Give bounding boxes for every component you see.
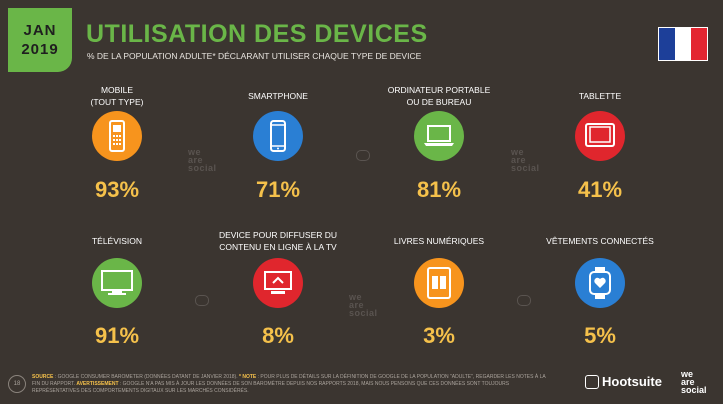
- device-value: 93%: [94, 177, 140, 202]
- device-label: DEVICE POUR DIFFUSER DU CONTENU EN LIGNE …: [203, 229, 353, 253]
- we-are-social-logo: we are social: [681, 369, 707, 395]
- television-icon: [92, 258, 142, 308]
- device-label-line: OU DE BUREAU: [406, 97, 472, 107]
- device-tile: TÉLÉVISION 91%: [42, 0, 192, 404]
- device-value: 3%: [423, 323, 455, 348]
- owl-watermark-icon: [517, 295, 531, 306]
- streaming-device-icon: [253, 258, 303, 308]
- device-value: 8%: [262, 323, 294, 348]
- device-label: ORDINATEUR PORTABLE OU DE BUREAU: [364, 84, 514, 108]
- device-label-line: TÉLÉVISION: [91, 236, 143, 246]
- device-label-line: VÊTEMENTS CONNECTÉS: [546, 236, 654, 246]
- device-tile: SMARTPHONE 71%: [203, 0, 353, 404]
- device-tile: DEVICE POUR DIFFUSER DU CONTENU EN LIGNE …: [203, 0, 353, 404]
- date-year: 2019: [21, 41, 59, 58]
- smartphone-icon: [253, 111, 303, 161]
- device-label-line: DEVICE POUR DIFFUSER DU: [218, 230, 338, 240]
- page-number: 18: [8, 375, 26, 393]
- watermark-we-are-social: we are social: [349, 292, 378, 318]
- device-label: SMARTPHONE: [203, 90, 353, 102]
- watermark-we-are-social: we are social: [188, 147, 217, 173]
- device-label-line: TABLETTE: [578, 91, 622, 101]
- device-value: 5%: [584, 323, 616, 348]
- device-value: 71%: [255, 177, 301, 202]
- device-value: 41%: [577, 177, 623, 202]
- ebook-icon: [414, 258, 464, 308]
- device-label-line: LIVRES NUMÉRIQUES: [393, 236, 485, 246]
- device-value: 81%: [416, 177, 462, 202]
- owl-watermark-icon: [195, 295, 209, 306]
- device-tile: MOBILE (TOUT TYPE) 93%: [42, 0, 192, 404]
- device-tile: ORDINATEUR PORTABLE OU DE BUREAU 81%: [364, 0, 514, 404]
- device-label: TÉLÉVISION: [42, 235, 192, 247]
- device-value: 91%: [94, 323, 140, 348]
- watermark-we-are-social: we are social: [511, 147, 540, 173]
- device-label: TABLETTE: [525, 90, 675, 102]
- page-title: UTILISATION DES DEVICES: [86, 20, 428, 48]
- device-tile: VÊTEMENTS CONNECTÉS 5%: [525, 0, 675, 404]
- footer-notes: SOURCE : GOOGLE CONSUMER BAROMETER (DONN…: [32, 374, 546, 394]
- device-label: MOBILE (TOUT TYPE): [42, 84, 192, 108]
- date-badge: JAN 2019: [8, 8, 72, 72]
- page-subtitle: % DE LA POPULATION ADULTE* DÉCLARANT UTI…: [87, 51, 422, 61]
- smartwatch-icon: [575, 258, 625, 308]
- device-label-line: SMARTPHONE: [248, 91, 308, 101]
- device-label-line: MOBILE: [100, 85, 134, 95]
- mobile-phone-icon: [92, 111, 142, 161]
- device-label-line: CONTENU EN LIGNE À LA TV: [219, 242, 337, 252]
- tablet-icon: [575, 111, 625, 161]
- laptop-icon: [414, 111, 464, 161]
- device-tile: LIVRES NUMÉRIQUES 3%: [364, 0, 514, 404]
- device-label: VÊTEMENTS CONNECTÉS: [525, 235, 675, 247]
- device-label-line: ORDINATEUR PORTABLE: [387, 85, 491, 95]
- device-label: LIVRES NUMÉRIQUES: [364, 235, 514, 247]
- device-label-line: (TOUT TYPE): [90, 97, 144, 107]
- date-month: JAN: [23, 22, 57, 39]
- device-tile: TABLETTE 41%: [525, 0, 675, 404]
- hootsuite-owl-icon: [585, 374, 599, 389]
- hootsuite-logo: Hootsuite: [585, 374, 662, 389]
- owl-watermark-icon: [356, 150, 370, 161]
- france-flag-icon: [658, 27, 708, 61]
